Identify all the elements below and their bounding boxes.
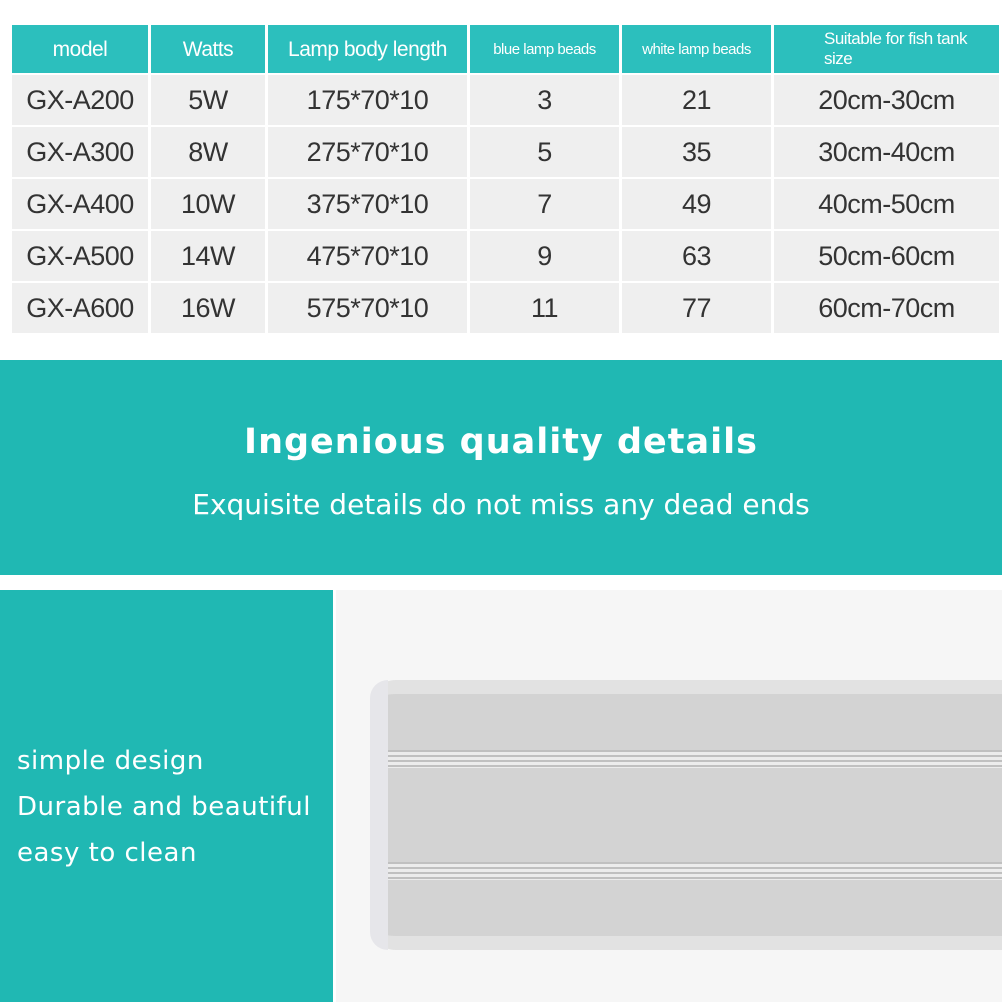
table-cell: 475*70*10	[268, 231, 467, 281]
table-cell: GX-A300	[12, 127, 148, 177]
table-cell: 49	[622, 179, 771, 229]
table-cell: 50cm-60cm	[774, 231, 999, 281]
column-header: white lamp beads	[622, 25, 771, 73]
feature-text: easy to clean	[17, 838, 197, 868]
column-header: Lamp body length	[268, 25, 467, 73]
table-cell: 5	[470, 127, 619, 177]
table-cell: GX-A400	[12, 179, 148, 229]
table-cell: 375*70*10	[268, 179, 467, 229]
table-cell: 175*70*10	[268, 75, 467, 125]
column-header: blue lamp beads	[470, 25, 619, 73]
table-cell: 11	[470, 283, 619, 333]
table-cell: 14W	[151, 231, 265, 281]
feature-text: Durable and beautiful	[17, 792, 311, 822]
lamp-body	[370, 680, 1002, 950]
spec-table: model Watts Lamp body length blue lamp bead…	[12, 25, 999, 333]
table-cell: 20cm-30cm	[774, 75, 999, 125]
table-cell: 77	[622, 283, 771, 333]
banner-title: Ingenious quality details	[244, 422, 758, 462]
table-cell: 575*70*10	[268, 283, 467, 333]
column-header: Watts	[151, 25, 265, 73]
column-header: model	[12, 25, 148, 73]
lamp-groove	[388, 750, 1002, 768]
table-cell: 8W	[151, 127, 265, 177]
table-cell: 40cm-50cm	[774, 179, 999, 229]
lamp-groove	[388, 862, 1002, 880]
table-cell: 7	[470, 179, 619, 229]
feature-text: simple design	[17, 746, 204, 776]
table-cell: 275*70*10	[268, 127, 467, 177]
table-cell: 21	[622, 75, 771, 125]
table-cell: 10W	[151, 179, 265, 229]
lamp-image	[336, 590, 1002, 1002]
table-cell: 35	[622, 127, 771, 177]
table-cell: 60cm-70cm	[774, 283, 999, 333]
table-cell: 16W	[151, 283, 265, 333]
table-cell: 3	[470, 75, 619, 125]
table-cell: GX-A200	[12, 75, 148, 125]
table-cell: GX-A600	[12, 283, 148, 333]
table-cell: GX-A500	[12, 231, 148, 281]
features-panel: simple design Durable and beautiful easy…	[0, 590, 333, 1002]
table-cell: 30cm-40cm	[774, 127, 999, 177]
column-header: Suitable for fish tank size	[774, 25, 999, 73]
table-cell: 63	[622, 231, 771, 281]
table-cell: 9	[470, 231, 619, 281]
banner: Ingenious quality details Exquisite deta…	[0, 360, 1002, 575]
banner-subtitle: Exquisite details do not miss any dead e…	[192, 488, 810, 521]
table-cell: 5W	[151, 75, 265, 125]
lamp-end-cap	[370, 680, 388, 950]
